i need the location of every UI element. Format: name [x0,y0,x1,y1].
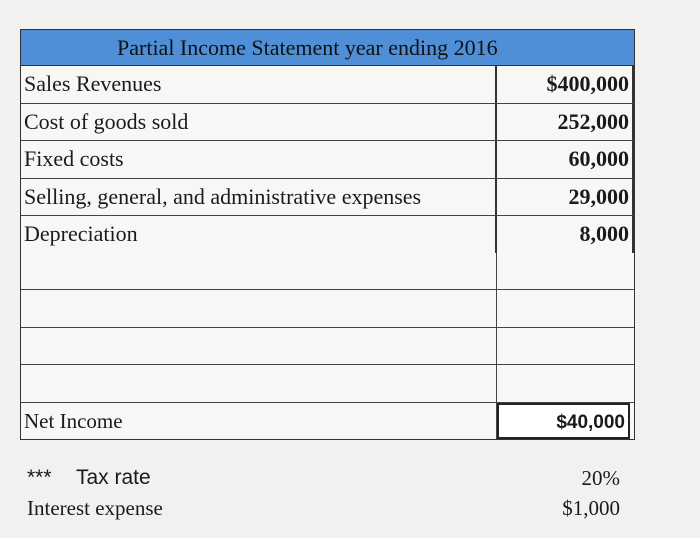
table-row: Sales Revenues $400,000 [21,66,634,104]
row-value: 8,000 [497,216,634,253]
row-value: 60,000 [497,141,634,178]
row-label: Fixed costs [21,141,497,178]
empty-row [21,252,634,290]
table-row: Fixed costs 60,000 [21,141,634,179]
income-table: Partial Income Statement year ending 201… [20,29,635,440]
table-row: Depreciation 8,000 [21,216,634,253]
row-label: Net Income [21,402,497,439]
note-value: $1,000 [562,496,620,520]
note-marker: *** [27,466,52,489]
empty-row [21,290,634,328]
row-value: 29,000 [497,178,634,215]
row-label: Selling, general, and administrative exp… [21,178,497,215]
empty-row [21,365,634,403]
note-value: 20% [581,466,621,490]
row-label: Sales Revenues [21,66,497,103]
row-label: Depreciation [21,216,497,253]
table-body: Sales Revenues $400,000 Cost of goods sold… [21,66,634,253]
note-label: Tax rate [76,466,151,489]
table-row: Cost of goods sold 252,000 [21,103,634,141]
empty-row [21,327,634,365]
net-income-row: Net Income $40,000 [21,402,634,439]
row-value: $400,000 [497,66,634,103]
row-value: $40,000 [497,402,630,439]
note-label: Interest expense [27,496,163,520]
table-row: Selling, general, and administrative exp… [21,178,634,216]
table-title: Partial Income Statement year ending 201… [21,30,634,66]
row-label: Cost of goods sold [21,103,497,140]
row-value: 252,000 [497,103,634,140]
